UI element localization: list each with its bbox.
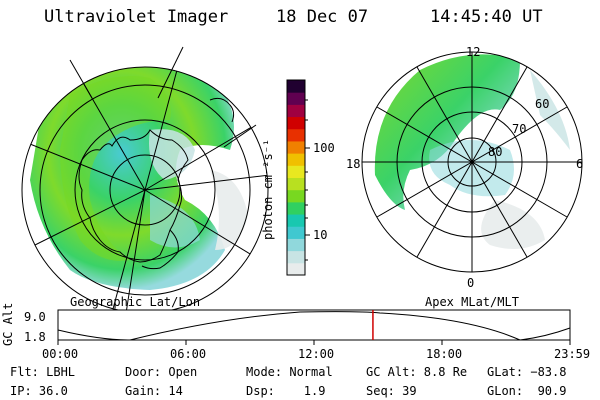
- status-gain: Gain: 14: [125, 384, 183, 398]
- colorbar-segment: [287, 238, 305, 252]
- timeline-xtick-2: 12:00: [298, 347, 335, 361]
- timeline-ytick-bottom: 1.8: [24, 330, 46, 344]
- mlt-label-12: 12: [466, 45, 481, 59]
- colorbar-segment: [287, 201, 305, 215]
- mlt-label-0: 0: [467, 276, 475, 290]
- colorbar-unit-label: photon cm⁻²s⁻¹: [261, 138, 275, 240]
- colorbar-tick-10: 10: [313, 228, 328, 242]
- color-scale-bar: [286, 79, 310, 276]
- status-dsp: Dsp: 1.9: [246, 384, 326, 398]
- status-glon: GLon: 90.9: [487, 384, 567, 398]
- mlt-label-6: 6: [576, 157, 584, 171]
- lat-label-70: 70: [512, 122, 527, 136]
- colorbar-segment: [287, 262, 305, 276]
- timeline-xtick-1: 06:00: [170, 347, 207, 361]
- status-ip: IP: 36.0: [10, 384, 68, 398]
- colorbar-segment: [287, 80, 305, 93]
- colorbar-segment: [287, 189, 305, 203]
- left-aurora-image: [30, 67, 248, 290]
- colorbar-segment: [287, 104, 305, 118]
- timeline-xtick-4: 23:59: [554, 347, 591, 361]
- colorbar-segment: [287, 250, 305, 264]
- timeline-xtick-3: 18:00: [426, 347, 463, 361]
- timeline-ytick-top: 9.0: [24, 310, 46, 324]
- status-door: Door: Open: [125, 365, 198, 379]
- colorbar-segment: [287, 92, 305, 105]
- status-glat: GLat: −83.8: [487, 365, 567, 379]
- status-filter: Flt: LBHL: [10, 365, 76, 379]
- timeline-xtick-0: 00:00: [42, 347, 79, 361]
- colorbar-segment: [287, 116, 305, 130]
- lat-label-60: 60: [535, 97, 550, 111]
- altitude-timeline: [57, 309, 571, 345]
- time-label: 14:45:40 UT: [430, 7, 543, 27]
- mlt-label-18: 18: [346, 157, 361, 171]
- colorbar-segment: [287, 214, 305, 227]
- right-map-title: Apex MLat/MLT: [425, 295, 519, 309]
- colorbar-segment: [287, 128, 305, 142]
- left-map-title: Geographic Lat/Lon: [70, 295, 201, 309]
- lat-label-80: 80: [488, 145, 503, 159]
- status-gc-alt: GC Alt: 8.8 Re: [366, 365, 468, 379]
- status-mode: Mode: Normal: [246, 365, 333, 379]
- geographic-map: [21, 46, 269, 314]
- date-label: 18 Dec 07: [276, 7, 369, 27]
- colorbar-segment: [287, 140, 305, 154]
- apex-map: [361, 51, 583, 273]
- timeline-ylabel: GC Alt: [1, 302, 15, 346]
- colorbar-segment: [287, 153, 305, 166]
- colorbar-segment: [287, 226, 305, 239]
- colorbar-segment: [287, 177, 305, 191]
- status-seq: Seq: 39: [366, 384, 417, 398]
- instrument-title: Ultraviolet Imager: [44, 7, 229, 27]
- colorbar-segment: [287, 165, 305, 178]
- colorbar-tick-100: 100: [313, 141, 335, 155]
